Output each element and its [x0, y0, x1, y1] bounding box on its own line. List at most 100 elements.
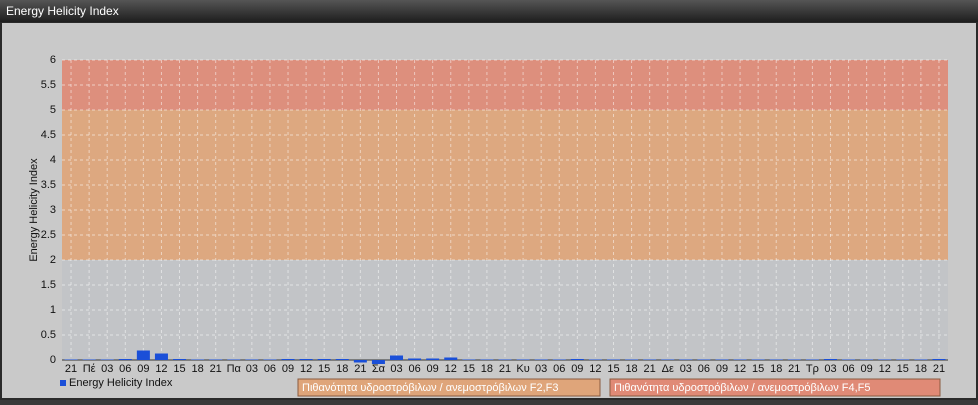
bar	[462, 359, 476, 360]
x-tick-label: 03	[390, 363, 402, 375]
y-tick-label: 1	[50, 304, 56, 316]
x-tick-label: 06	[842, 363, 854, 375]
y-tick-label: 1.5	[41, 279, 56, 291]
bar	[263, 359, 277, 360]
x-tick-label: 06	[264, 363, 276, 375]
x-tick-label: 03	[246, 363, 258, 375]
x-tick-label: 12	[300, 363, 312, 375]
x-tick-label: Τρ	[806, 363, 819, 375]
x-tick-label: 09	[571, 363, 583, 375]
x-tick-label: 15	[897, 363, 909, 375]
bar	[245, 359, 259, 360]
x-tick-label: 21	[933, 363, 945, 375]
bar	[426, 358, 440, 360]
y-tick-label: 6	[50, 54, 56, 66]
bar	[371, 360, 385, 364]
bar	[697, 359, 711, 360]
y-tick-label: 3	[50, 204, 56, 216]
bar	[480, 359, 494, 360]
bar	[136, 350, 150, 360]
x-tick-label: 12	[445, 363, 457, 375]
bar	[570, 359, 584, 360]
x-tick-label: 18	[336, 363, 348, 375]
bar	[191, 359, 205, 360]
x-tick-label: 18	[625, 363, 637, 375]
x-tick-label: 15	[607, 363, 619, 375]
x-tick-label: 06	[408, 363, 420, 375]
bar	[733, 359, 747, 360]
x-tick-label: Πα	[227, 363, 242, 375]
bar	[408, 358, 422, 360]
y-tick-label: 4.5	[41, 129, 56, 141]
bar	[118, 359, 132, 360]
bar	[860, 359, 874, 360]
x-tick-label: 15	[173, 363, 185, 375]
bar	[299, 359, 313, 360]
x-tick-label: 09	[137, 363, 149, 375]
bar	[606, 359, 620, 360]
bar	[227, 359, 241, 360]
x-tick-label: Δε	[662, 363, 674, 375]
bar	[787, 359, 801, 360]
x-tick-label: 09	[716, 363, 728, 375]
bar	[173, 359, 187, 360]
bar	[100, 359, 114, 360]
bar	[661, 359, 675, 360]
x-tick-label: 18	[481, 363, 493, 375]
legend-label: Energy Helicity Index	[69, 377, 173, 389]
bar	[390, 355, 404, 360]
bar	[516, 359, 530, 360]
bar	[769, 359, 783, 360]
x-tick-label: 15	[752, 363, 764, 375]
bar	[552, 359, 566, 360]
x-tick-label: 18	[915, 363, 927, 375]
x-tick-label: 15	[318, 363, 330, 375]
x-tick-label: 18	[191, 363, 203, 375]
x-tick-label: 12	[589, 363, 601, 375]
x-tick-label: 12	[734, 363, 746, 375]
bar	[444, 357, 458, 360]
bar	[823, 359, 837, 360]
x-tick-label: 09	[427, 363, 439, 375]
bar	[625, 359, 639, 360]
bar	[679, 359, 693, 360]
x-tick-label: 21	[788, 363, 800, 375]
x-tick-label: 21	[644, 363, 656, 375]
bar	[82, 359, 96, 360]
bar	[534, 359, 548, 360]
bar	[281, 359, 295, 360]
legend-swatch	[60, 380, 66, 386]
bar	[498, 359, 512, 360]
bar	[209, 359, 223, 360]
x-tick-label: 06	[119, 363, 131, 375]
y-tick-label: 5	[50, 104, 56, 116]
x-tick-label: Σα	[372, 363, 386, 375]
y-tick-label: 2.5	[41, 229, 56, 241]
y-tick-label: 2	[50, 254, 56, 266]
x-tick-label: 12	[879, 363, 891, 375]
x-tick-label: 03	[824, 363, 836, 375]
bar	[914, 359, 928, 360]
bar	[896, 359, 910, 360]
x-tick-label: 09	[282, 363, 294, 375]
x-tick-label: 15	[463, 363, 475, 375]
bar	[154, 353, 168, 360]
x-tick-label: 12	[155, 363, 167, 375]
y-tick-label: 4	[50, 154, 56, 166]
bar	[353, 360, 367, 363]
y-tick-label: 5.5	[41, 79, 56, 91]
bar	[317, 359, 331, 360]
x-tick-label: 21	[499, 363, 511, 375]
x-tick-label: 09	[861, 363, 873, 375]
bar	[842, 359, 856, 360]
x-tick-label: 21	[210, 363, 222, 375]
bar	[715, 359, 729, 360]
x-tick-label: 03	[680, 363, 692, 375]
x-tick-label: Κυ	[516, 363, 529, 375]
bar	[64, 359, 78, 360]
x-tick-label: 21	[354, 363, 366, 375]
y-axis-label: Energy Helicity Index	[28, 158, 40, 262]
x-tick-label: 06	[553, 363, 565, 375]
